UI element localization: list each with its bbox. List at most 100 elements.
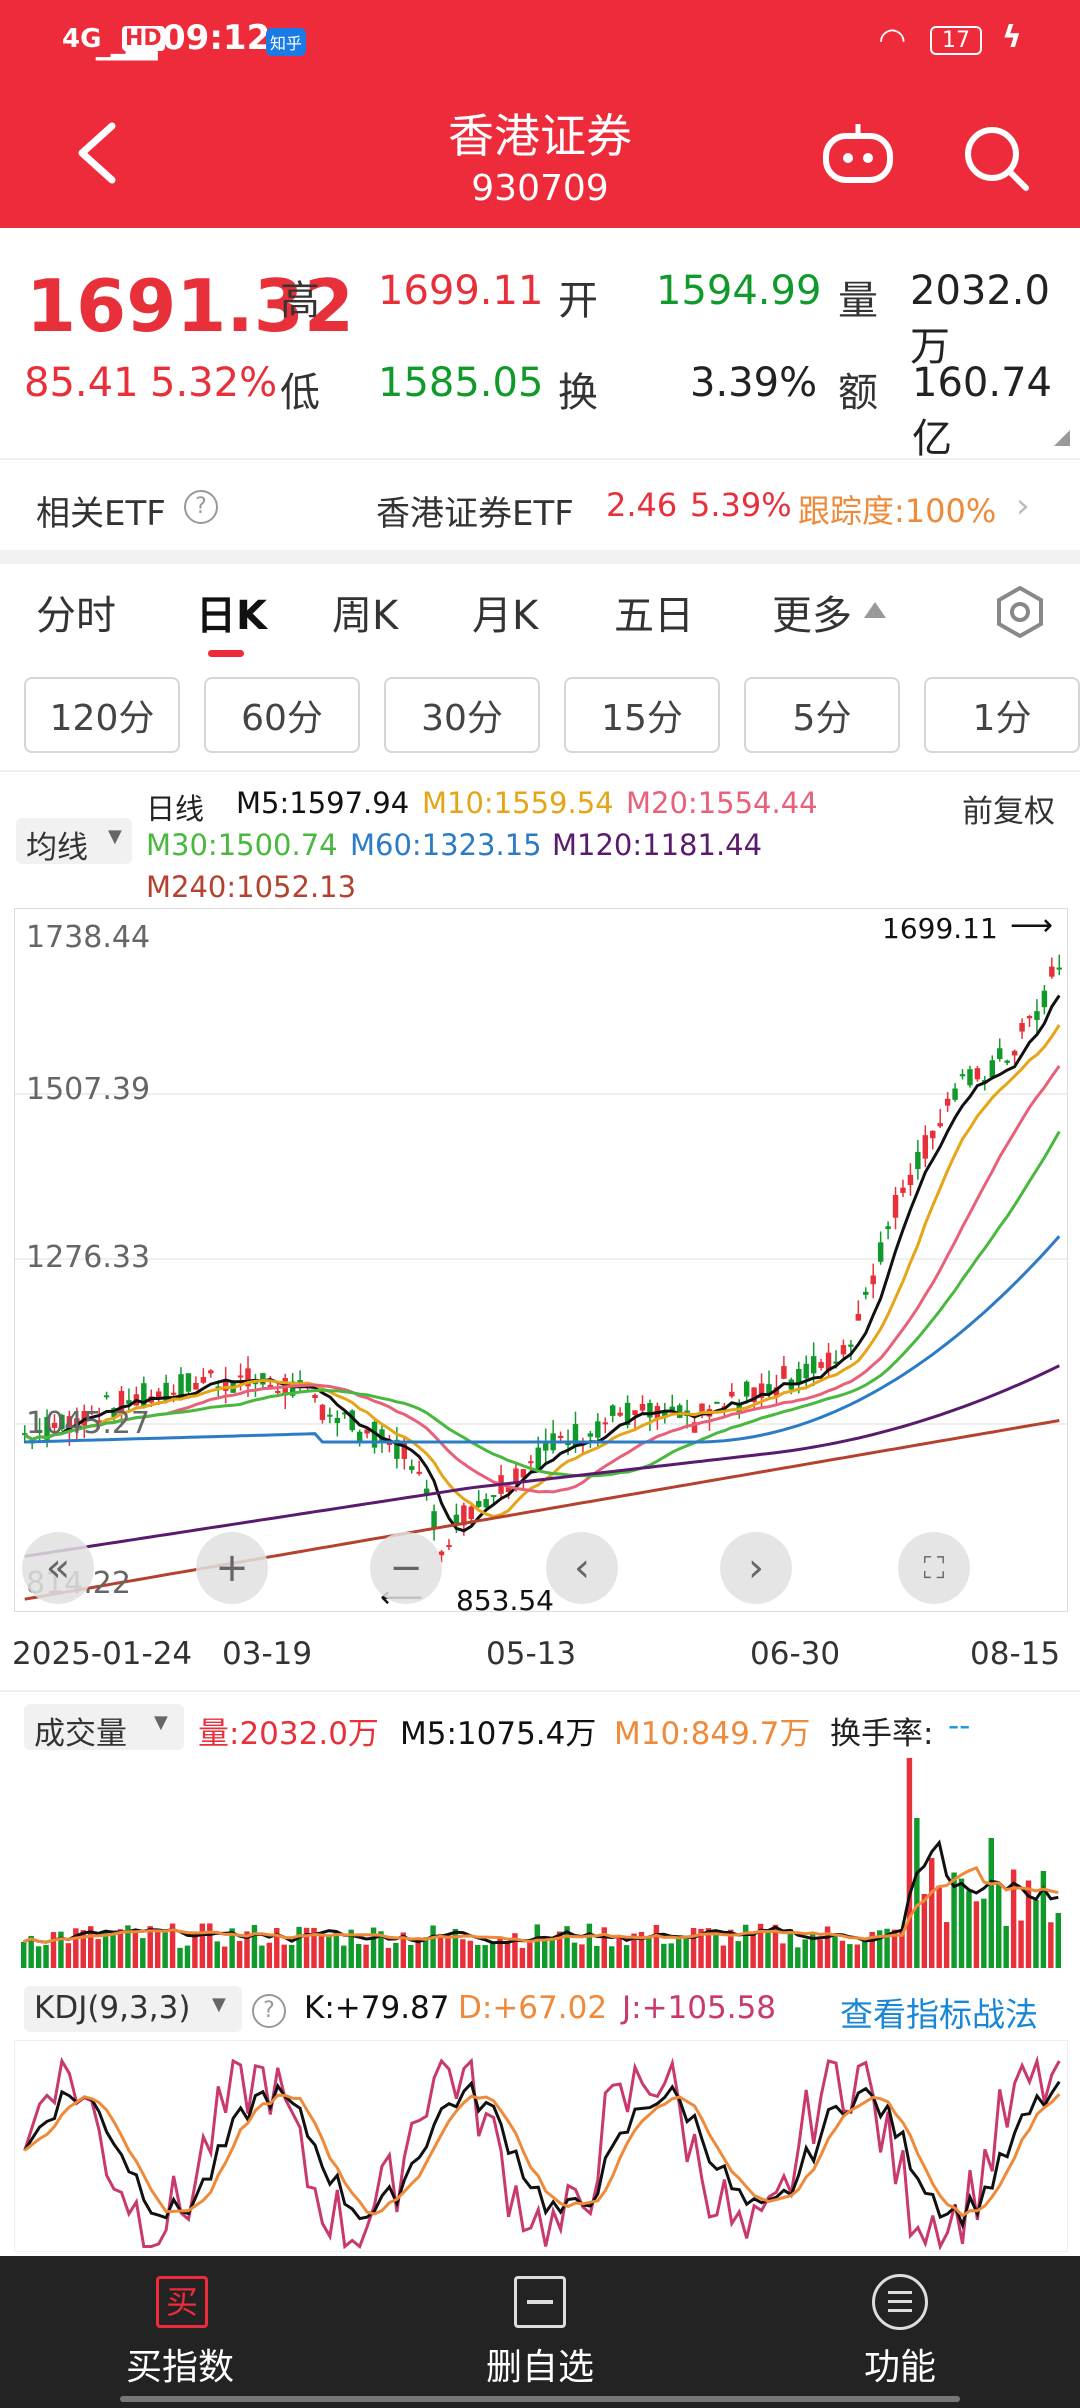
volume-ma5-line [23, 1839, 1059, 1945]
buy-index-button[interactable]: 买 买指数 [0, 2256, 360, 2408]
candle [513, 1468, 519, 1484]
period-15min-button[interactable]: 15分 [564, 677, 720, 753]
volume-bar [847, 1944, 853, 1968]
volume-bar [981, 1898, 987, 1968]
volume-bar [564, 1926, 570, 1968]
tab-intraday[interactable]: 分时 [36, 593, 116, 639]
candle [930, 1130, 936, 1139]
function-label: 功能 [863, 2347, 936, 2388]
chevron-down-icon: ▼ [212, 1994, 226, 2015]
candle [1034, 1011, 1040, 1020]
volume-bar [519, 1947, 526, 1968]
candle [900, 1187, 906, 1193]
candle [334, 1417, 341, 1424]
double-chevron-left-icon[interactable]: « [22, 1532, 94, 1604]
tab-monthly-k[interactable]: 月K [472, 593, 539, 639]
volume-bar [996, 1883, 1002, 1968]
function-button[interactable]: 功能 [720, 2256, 1080, 2408]
volume-bar [341, 1945, 347, 1968]
corner-expand-icon[interactable] [1054, 430, 1070, 446]
candle [669, 1406, 675, 1411]
kdj-chart[interactable] [14, 2040, 1068, 2252]
volume-bar [110, 1933, 116, 1968]
volume-bar [943, 1922, 950, 1968]
zoom-in-icon[interactable]: + [196, 1532, 268, 1604]
date-axis-label: 05-13 [486, 1636, 577, 1672]
volume-bar [1010, 1869, 1017, 1968]
period-5min-button[interactable]: 5分 [744, 677, 900, 753]
chevron-down-icon: ▼ [108, 826, 122, 847]
fullscreen-icon[interactable]: ⛶ [898, 1532, 970, 1604]
volume-bar [832, 1933, 838, 1968]
help-icon[interactable]: ? [252, 1994, 286, 2028]
period-30min-button[interactable]: 30分 [384, 677, 540, 753]
candle [438, 1551, 445, 1556]
candle [818, 1362, 824, 1368]
period-1min-button[interactable]: 1分 [924, 677, 1080, 753]
volume-bar [408, 1945, 414, 1968]
turnover-rate-value: -- [948, 1708, 971, 1744]
candle [468, 1506, 475, 1520]
open-label: 开 [558, 278, 598, 324]
adjust-mode[interactable]: 前复权 [962, 794, 1055, 830]
volume-bar [132, 1929, 139, 1968]
volume-selector[interactable]: 成交量 ▼ [24, 1704, 184, 1752]
candle [155, 1391, 162, 1398]
kdj-k-line [23, 2080, 1061, 2230]
settings-hexagon-icon[interactable] [992, 584, 1048, 640]
ma10-line [23, 1024, 1061, 1519]
candle [863, 1291, 869, 1295]
volume-bar [192, 1932, 198, 1968]
ma20-value: M20:1554.44 [626, 786, 818, 820]
kdj-k-value: K:+79.87 [304, 1990, 450, 2026]
etf-name[interactable]: 香港证券ETF [376, 494, 574, 534]
volume-bar [571, 1942, 578, 1968]
volume-chart[interactable] [14, 1754, 1066, 1970]
volume-bar [929, 1858, 935, 1968]
volume-bar [854, 1944, 861, 1968]
volume-bar [824, 1926, 831, 1968]
zoom-out-icon[interactable]: − [370, 1532, 442, 1604]
indicator-strategy-link[interactable]: 查看指标战法 [840, 1995, 1038, 2034]
volume-bar [385, 1947, 392, 1968]
back-icon[interactable] [68, 118, 128, 188]
volume-bar [214, 1941, 220, 1968]
volume-bar [757, 1923, 764, 1968]
tab-five-day[interactable]: 五日 [614, 593, 694, 639]
candle [297, 1380, 303, 1384]
tab-daily-k[interactable]: 日K [196, 593, 267, 639]
candle [632, 1410, 638, 1415]
volume-bar [661, 1943, 667, 1968]
volume-bar [21, 1941, 27, 1968]
volume-bar [720, 1945, 727, 1968]
tab-more[interactable]: 更多 [772, 593, 852, 639]
candle [36, 1429, 43, 1432]
volume-bar [713, 1930, 719, 1968]
remove-watchlist-button[interactable]: 删自选 [360, 2256, 720, 2408]
candle [1011, 1050, 1018, 1056]
chevron-left-icon[interactable]: ‹ [546, 1532, 618, 1604]
help-icon[interactable]: ? [184, 490, 218, 524]
search-icon[interactable] [962, 124, 1030, 192]
volume-bar [177, 1947, 183, 1968]
robot-assistant-icon[interactable] [822, 122, 894, 186]
volume-bar [274, 1928, 280, 1968]
turnover-rate-label: 换手率: [830, 1716, 934, 1752]
volume-bar [460, 1939, 466, 1968]
kline-chart[interactable] [14, 908, 1068, 1612]
menu-circle-icon [872, 2274, 928, 2330]
volume-bar [542, 1939, 548, 1968]
tab-weekly-k[interactable]: 周K [332, 593, 399, 639]
volume-bar [1048, 1922, 1054, 1968]
period-120min-button[interactable]: 120分 [24, 677, 180, 753]
candle [959, 1074, 966, 1077]
chevron-right-icon[interactable]: › [1016, 486, 1030, 526]
candle [617, 1412, 623, 1416]
price-axis-label: 1507.39 [26, 1072, 151, 1107]
candle [609, 1405, 616, 1416]
high-annotation: 1699.11 [882, 912, 998, 945]
kdj-selector[interactable]: KDJ(9,3,3) ▼ [24, 1986, 242, 2032]
period-60min-button[interactable]: 60分 [204, 677, 360, 753]
chevron-right-icon[interactable]: › [720, 1532, 792, 1604]
ma-selector[interactable]: 均线 ▼ [16, 818, 132, 866]
